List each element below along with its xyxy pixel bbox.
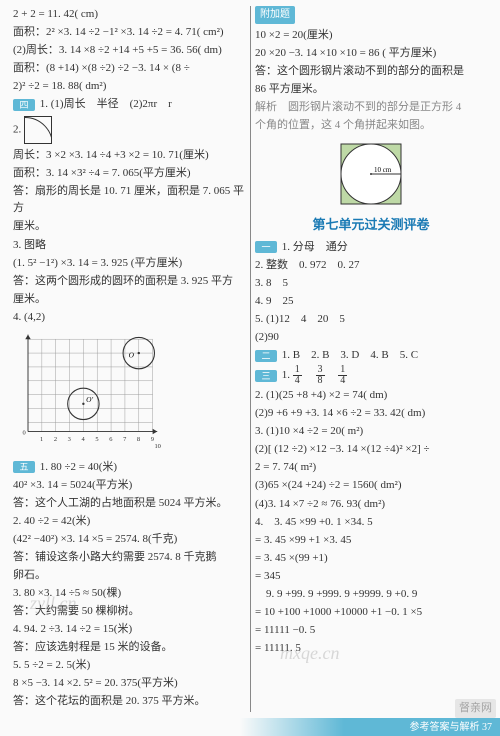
text-line: (2)[ (12 ÷2) ×12 −3. 14 ×(12 ÷4)² ×2] ÷: [255, 441, 487, 458]
text-line: 1. 80 ÷2 = 40(米): [40, 461, 117, 473]
text-line: 2)² ÷2 = 18. 88( dm²): [13, 78, 245, 95]
fraction: 14: [293, 365, 302, 386]
section-icon: 三: [255, 370, 277, 382]
svg-text:2: 2: [54, 436, 57, 443]
section-icon: 五: [13, 461, 35, 473]
svg-text:7: 7: [123, 436, 127, 443]
text-line: 答：这个圆形钢片滚动不到的部分的面积是: [255, 63, 487, 80]
text-line: 答：这个人工湖的占地面积是 5024 平方米。: [13, 495, 245, 512]
text-line: 1. (1)周长 半径 (2)2πr r: [40, 98, 172, 110]
section-marker: 一 1. 分母 通分: [255, 239, 487, 256]
text-line: 卵石。: [13, 567, 245, 584]
svg-text:8: 8: [137, 436, 140, 443]
text-line: 3. (1)10 ×4 ÷2 = 20( m²): [255, 423, 487, 440]
section-icon: 四: [13, 99, 35, 111]
text-line: 2 + 2 = 11. 42( cm): [13, 6, 245, 23]
quarter-circle-diagram: [24, 116, 52, 144]
text-line: 2. (1)(25 +8 +4) ×2 = 74( dm): [255, 387, 487, 404]
square-circle-figure: 10 cm: [336, 139, 406, 209]
text-line: = 11111 −0. 5: [255, 622, 487, 639]
text-line: = 345: [255, 568, 487, 585]
text-line: (2)周长：3. 14 ×8 ÷2 +14 +5 +5 = 36. 56( dm…: [13, 42, 245, 59]
text-line: (42² −40²) ×3. 14 ×5 = 2574. 8(千克): [13, 531, 245, 548]
svg-text:O′: O′: [86, 395, 93, 404]
text-line: 答：这个花坛的面积是 20. 375 平方米。: [13, 693, 245, 710]
corner-watermark: 督亲网: [455, 699, 496, 718]
section-icon: 一: [255, 241, 277, 253]
left-column: 2 + 2 = 11. 42( cm) 面积：2² ×3. 14 ÷2 −1² …: [8, 6, 250, 716]
section-icon: 二: [255, 350, 277, 362]
text-line: 答：这两个圆形成的圆环的面积是 3. 925 平方: [13, 273, 245, 290]
svg-text:9: 9: [151, 436, 154, 443]
label: 2.: [13, 124, 21, 136]
extra-tag: 附加题: [255, 6, 295, 24]
text-line: (3)65 ×(24 +24) ÷2 = 1560( dm²): [255, 477, 487, 494]
analysis-line: 解析 圆形钢片滚动不到的部分是正方形 4: [255, 99, 487, 116]
text-line: 2. 40 ÷2 = 42(米): [13, 513, 245, 530]
svg-text:6: 6: [109, 436, 113, 443]
section-marker: 三 1. 14 38 14: [255, 365, 487, 386]
svg-text:4: 4: [82, 436, 86, 443]
text-line: (2)90: [255, 329, 487, 346]
text-line: 周长：3 ×2 ×3. 14 ÷4 +3 ×2 = 10. 71(厘米): [13, 147, 245, 164]
fraction: 38: [316, 365, 325, 386]
text-line: 4. (4,2): [13, 309, 245, 326]
fraction: 14: [338, 365, 347, 386]
text-line: 答：扇形的周长是 10. 71 厘米，面积是 7. 065 平方: [13, 183, 245, 217]
coordinate-grid: O′ O 0 1 2 3 4 5 6 7 8 9 10: [13, 330, 163, 450]
svg-text:0: 0: [22, 429, 25, 436]
svg-text:1: 1: [40, 436, 43, 443]
text-line: 8 ×5 −3. 14 ×2. 5² = 20. 375(平方米): [13, 675, 245, 692]
section-marker: 二 1. B 2. B 3. D 4. B 5. C: [255, 347, 487, 364]
text-line: 1. 分母 通分: [282, 241, 348, 253]
text-line: 5. (1)12 4 20 5: [255, 311, 487, 328]
section-marker: 四 1. (1)周长 半径 (2)2πr r: [13, 96, 245, 113]
text-line: 厘米。: [13, 218, 245, 235]
text-line: 面积：2² ×3. 14 ÷2 −1² ×3. 14 ÷2 = 4. 71( c…: [13, 24, 245, 41]
text-line: 5. 5 ÷2 = 2. 5(米): [13, 657, 245, 674]
text-line: 10 ×2 = 20(厘米): [255, 27, 487, 44]
unit-title: 第七单元过关测评卷: [255, 215, 487, 235]
column-divider: [250, 6, 251, 712]
text-line: 4. 94. 2 ÷3. 14 ÷2 = 15(米): [13, 621, 245, 638]
text-line: 面积：(8 +14) ×(8 ÷2) ÷2 −3. 14 × (8 ÷: [13, 60, 245, 77]
text-line: 答：大约需要 50 棵柳树。: [13, 603, 245, 620]
text-line: 面积：3. 14 ×3² ÷4 = 7. 065(平方厘米): [13, 165, 245, 182]
text-line: 86 平方厘米。: [255, 81, 487, 98]
text-line: 2. 整数 0. 972 0. 27: [255, 257, 487, 274]
section-marker: 五 1. 80 ÷2 = 40(米): [13, 459, 245, 476]
text-line: 厘米。: [13, 291, 245, 308]
text-line: 4. 9 25: [255, 293, 487, 310]
svg-text:10 cm: 10 cm: [374, 166, 392, 174]
text-line: 3. 图略: [13, 237, 245, 254]
text-line: = 11111. 5: [255, 640, 487, 657]
text-line: 答：铺设这条小路大约需要 2574. 8 千克鹅: [13, 549, 245, 566]
footer-bar: 参考答案与解析 37: [240, 718, 500, 736]
text-line: 3. 8 5: [255, 275, 487, 292]
svg-text:3: 3: [68, 436, 71, 443]
text-line: (2)9 +6 +9 +3. 14 ×6 ÷2 = 33. 42( dm): [255, 405, 487, 422]
svg-text:O: O: [129, 350, 135, 359]
text-line: = 3. 45 ×99 +1 ×3. 45: [255, 532, 487, 549]
text-line: 2 = 7. 74( m²): [255, 459, 487, 476]
text-line: = 10 +100 +1000 +10000 +1 −0. 1 ×5: [255, 604, 487, 621]
label: 1.: [282, 369, 290, 381]
right-column: 附加题 10 ×2 = 20(厘米) 20 ×20 −3. 14 ×10 ×10…: [250, 6, 492, 716]
text-line: 答：应该选射程是 15 米的设备。: [13, 639, 245, 656]
text-line: 20 ×20 −3. 14 ×10 ×10 = 86 ( 平方厘米): [255, 45, 487, 62]
text-line: (4)3. 14 ×7 ÷2 ≈ 76. 93( dm²): [255, 496, 487, 513]
text-line: 40² ×3. 14 = 5024(平方米): [13, 477, 245, 494]
text-line: 3. 80 ×3. 14 ÷5 ≈ 50(棵): [13, 585, 245, 602]
text-line: 2.: [13, 114, 245, 146]
text-line: 4. 3. 45 ×99 +0. 1 ×34. 5: [255, 514, 487, 531]
svg-text:5: 5: [95, 436, 98, 443]
text-line: (1. 5² −1²) ×3. 14 = 3. 925 (平方厘米): [13, 255, 245, 272]
text-line: 1. B 2. B 3. D 4. B 5. C: [282, 349, 418, 361]
svg-text:10: 10: [154, 443, 160, 450]
text-line: = 3. 45 ×(99 +1): [255, 550, 487, 567]
text-line: 9. 9 +99. 9 +999. 9 +9999. 9 +0. 9: [255, 586, 487, 603]
analysis-line: 个角的位置，这 4 个角拼起来如图。: [255, 117, 487, 134]
